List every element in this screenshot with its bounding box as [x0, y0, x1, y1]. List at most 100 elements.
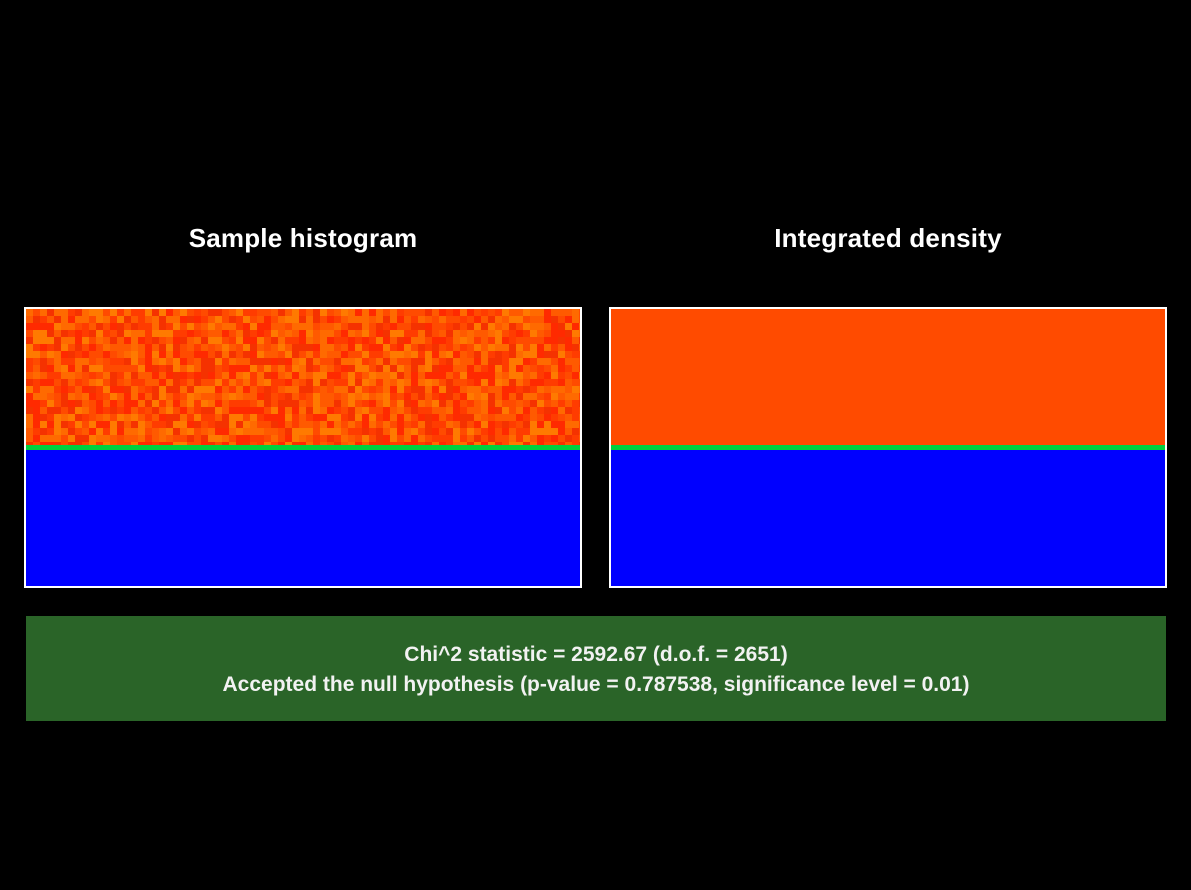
histogram-cell — [502, 351, 509, 358]
histogram-cell — [152, 421, 159, 428]
histogram-cell — [334, 337, 341, 344]
histogram-cell — [390, 337, 397, 344]
histogram-cell — [145, 414, 152, 421]
histogram-cell — [313, 421, 320, 428]
histogram-cell — [250, 414, 257, 421]
histogram-cell — [565, 435, 572, 442]
histogram-cell — [390, 316, 397, 323]
histogram-cell — [432, 323, 439, 330]
histogram-cell — [348, 421, 355, 428]
histogram-cell — [523, 400, 530, 407]
histogram-cell — [453, 365, 460, 372]
histogram-cell — [516, 337, 523, 344]
histogram-cell — [558, 365, 565, 372]
histogram-cell — [285, 344, 292, 351]
histogram-cell — [208, 337, 215, 344]
histogram-cell — [565, 309, 572, 316]
histogram-cell — [264, 435, 271, 442]
histogram-cell — [383, 351, 390, 358]
histogram-cell — [320, 393, 327, 400]
histogram-cell — [502, 407, 509, 414]
histogram-cell — [250, 435, 257, 442]
histogram-cell — [194, 400, 201, 407]
histogram-cell — [516, 351, 523, 358]
histogram-cell — [327, 337, 334, 344]
histogram-cell — [509, 323, 516, 330]
histogram-cell — [523, 393, 530, 400]
histogram-cell — [530, 442, 537, 445]
histogram-cell — [278, 351, 285, 358]
histogram-cell — [390, 407, 397, 414]
histogram-cell — [439, 337, 446, 344]
histogram-cell — [229, 316, 236, 323]
histogram-cell — [537, 351, 544, 358]
histogram-cell — [292, 351, 299, 358]
histogram-cell — [551, 421, 558, 428]
histogram-cell — [488, 358, 495, 365]
histogram-cell — [33, 414, 40, 421]
histogram-cell — [264, 428, 271, 435]
histogram-cell — [320, 386, 327, 393]
histogram-cell — [138, 358, 145, 365]
histogram-cell — [425, 344, 432, 351]
histogram-cell — [481, 435, 488, 442]
histogram-cell — [418, 442, 425, 445]
histogram-cell — [82, 379, 89, 386]
histogram-cell — [446, 386, 453, 393]
histogram-cell — [229, 414, 236, 421]
histogram-cell — [82, 316, 89, 323]
histogram-cell — [33, 323, 40, 330]
histogram-cell — [292, 442, 299, 445]
histogram-cell — [40, 309, 47, 316]
histogram-cell — [54, 337, 61, 344]
histogram-cell — [278, 330, 285, 337]
histogram-cell — [278, 393, 285, 400]
histogram-cell — [124, 400, 131, 407]
histogram-cell — [68, 414, 75, 421]
histogram-cell — [250, 372, 257, 379]
histogram-cell — [215, 400, 222, 407]
histogram-cell — [369, 428, 376, 435]
histogram-cell — [194, 372, 201, 379]
histogram-cell — [271, 309, 278, 316]
histogram-cell — [362, 400, 369, 407]
histogram-cell — [544, 309, 551, 316]
histogram-cell — [236, 323, 243, 330]
histogram-cell — [215, 351, 222, 358]
histogram-cell — [110, 435, 117, 442]
histogram-cell — [173, 421, 180, 428]
histogram-cell — [390, 428, 397, 435]
histogram-cell — [54, 421, 61, 428]
histogram-cell — [432, 386, 439, 393]
histogram-cell — [495, 330, 502, 337]
histogram-cell — [488, 372, 495, 379]
histogram-cell — [110, 379, 117, 386]
histogram-cell — [411, 428, 418, 435]
histogram-cell — [530, 407, 537, 414]
histogram-cell — [75, 344, 82, 351]
histogram-cell — [278, 414, 285, 421]
histogram-cell — [530, 428, 537, 435]
histogram-cell — [537, 309, 544, 316]
histogram-cell — [383, 344, 390, 351]
histogram-cell — [145, 337, 152, 344]
histogram-cell — [327, 407, 334, 414]
histogram-cell — [376, 400, 383, 407]
histogram-cell — [481, 379, 488, 386]
histogram-cell — [516, 393, 523, 400]
histogram-cell — [565, 330, 572, 337]
histogram-cell — [551, 372, 558, 379]
histogram-cell — [341, 316, 348, 323]
histogram-cell — [285, 358, 292, 365]
histogram-cell — [418, 365, 425, 372]
histogram-cell — [124, 421, 131, 428]
histogram-cell — [579, 372, 580, 379]
histogram-cell — [180, 435, 187, 442]
histogram-cell — [250, 323, 257, 330]
histogram-cell — [145, 435, 152, 442]
histogram-cell — [306, 309, 313, 316]
histogram-cell — [516, 435, 523, 442]
histogram-cell — [565, 379, 572, 386]
histogram-cell — [516, 365, 523, 372]
histogram-cell — [257, 400, 264, 407]
